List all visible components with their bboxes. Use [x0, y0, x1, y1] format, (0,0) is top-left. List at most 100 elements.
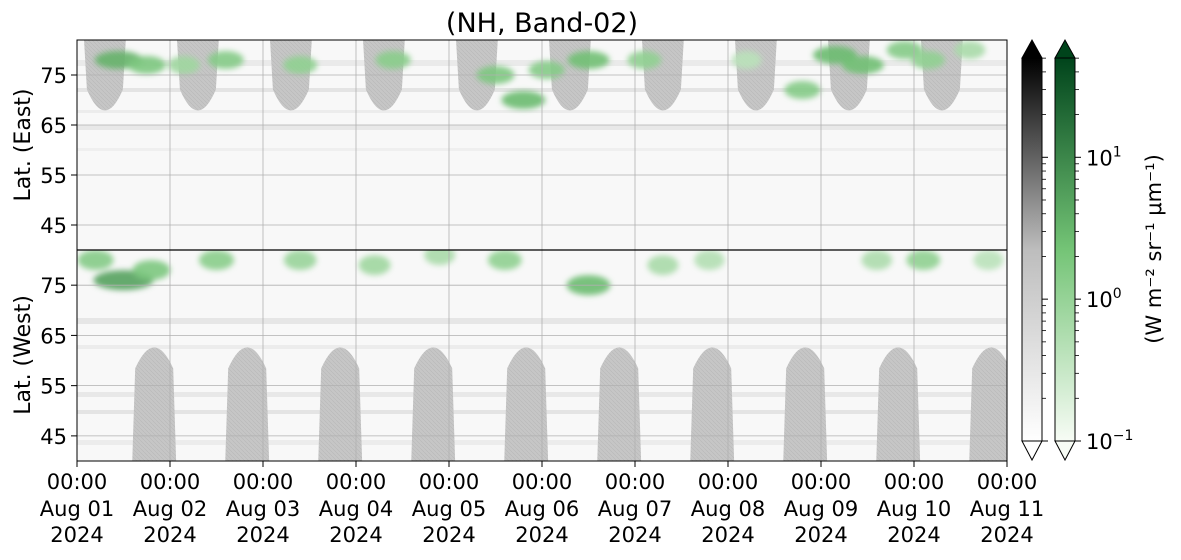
- colorbar-greens-body: [1054, 57, 1076, 442]
- colorbar-label: (W m⁻² sr⁻¹ μm⁻¹): [1142, 154, 1166, 344]
- east-gridlines: [77, 40, 1007, 250]
- aurora-east-patch: [841, 56, 884, 74]
- aurora-east-patch: [167, 56, 200, 74]
- aurora-west-patch: [283, 250, 317, 271]
- east-y-axis-label: Lat. (East): [11, 89, 36, 202]
- aurora-west-patch: [424, 250, 456, 266]
- west-daylight-region: [876, 347, 921, 461]
- x-tick-year: 2024: [422, 523, 475, 547]
- x-tick-time: 00:00: [47, 470, 108, 494]
- x-tick-date: Aug 11: [970, 497, 1044, 521]
- x-tick-time: 00:00: [977, 470, 1038, 494]
- aurora-east-patch: [627, 51, 662, 69]
- east-y-tick-label: 65: [40, 114, 67, 138]
- aurora-east-patch: [207, 51, 244, 69]
- x-tick-date: Aug 10: [877, 497, 951, 521]
- east-aurora-emission: [94, 41, 986, 109]
- x-tick-time: 00:00: [884, 470, 945, 494]
- x-tick-date: Aug 01: [40, 497, 114, 521]
- west-daylight-region: [225, 347, 270, 461]
- east-y-ticks: 45 55 65 75: [40, 64, 77, 238]
- aurora-east-patch: [731, 51, 762, 69]
- x-tick-time: 00:00: [791, 470, 852, 494]
- panel-east: Lat. (East) 45 55 65 75: [11, 39, 1008, 251]
- west-daylight-regions: [132, 347, 1007, 461]
- west-y-tick-label: 75: [40, 274, 67, 298]
- x-tick-year: 2024: [608, 523, 661, 547]
- west-daylight-region: [690, 347, 735, 461]
- aurora-west-patch: [906, 250, 941, 271]
- west-daylight-region: [132, 347, 177, 461]
- x-tick-date: Aug 09: [784, 497, 858, 521]
- colorbar-tick-label: 10−1: [1086, 428, 1133, 454]
- x-tick-time: 00:00: [698, 470, 759, 494]
- x-tick-year: 2024: [236, 523, 289, 547]
- west-daylight-region: [318, 347, 363, 461]
- chart-title: (NH, Band-02): [446, 8, 638, 39]
- x-tick-date: Aug 02: [133, 497, 207, 521]
- west-y-ticks: 75 65 55 45: [40, 274, 77, 449]
- aurora-west-patch: [77, 250, 114, 271]
- aurora-west-patch: [487, 250, 522, 271]
- colorbar-greys-body: [1021, 57, 1043, 442]
- aurora-west-patch: [198, 250, 235, 271]
- west-daylight-region: [411, 347, 456, 461]
- aurora-east-patch: [528, 61, 565, 79]
- aurora-east-patch: [784, 81, 821, 99]
- colorbar-greys-bottom-extend: [1021, 440, 1043, 462]
- east-y-tick-label: 45: [40, 214, 67, 238]
- west-y-tick-label: 65: [40, 324, 67, 348]
- west-y-tick-label: 55: [40, 375, 67, 399]
- west-daylight-region: [597, 347, 642, 461]
- west-daylight-region: [969, 347, 1007, 461]
- aurora-east-patch: [375, 51, 411, 69]
- x-tick-year: 2024: [980, 523, 1033, 547]
- east-y-tick-label: 55: [40, 164, 67, 188]
- x-tick-year: 2024: [329, 523, 382, 547]
- colorbar-greens-bottom-extend: [1054, 440, 1076, 462]
- x-tick-time: 00:00: [605, 470, 666, 494]
- aurora-east-patch: [567, 51, 610, 69]
- x-tick-year: 2024: [143, 523, 196, 547]
- aurora-west-patch: [132, 260, 171, 281]
- colorbar-greys-top-extend: [1021, 38, 1043, 59]
- x-tick-time: 00:00: [233, 470, 294, 494]
- colorbar-ticks: 101 100 10−1: [1042, 57, 1133, 454]
- colorbar-tick-label: 101: [1086, 144, 1122, 170]
- west-daylight-region: [783, 347, 828, 461]
- colorbar-tick-label: 100: [1086, 286, 1122, 312]
- x-tick-time: 00:00: [419, 470, 480, 494]
- west-y-axis-label: Lat. (West): [11, 295, 36, 415]
- x-tick-year: 2024: [50, 523, 103, 547]
- aurora-west-patch: [694, 250, 725, 271]
- x-tick-year: 2024: [515, 523, 568, 547]
- x-tick-date: Aug 05: [412, 497, 486, 521]
- aurora-east-patch: [812, 46, 857, 64]
- colorbar-greens-top-extend: [1054, 38, 1076, 59]
- aurora-east-patch: [910, 51, 945, 69]
- x-tick-date: Aug 08: [691, 497, 765, 521]
- x-tick-time: 00:00: [326, 470, 387, 494]
- aurora-west-patch: [358, 255, 391, 276]
- x-tick-date: Aug 07: [598, 497, 672, 521]
- x-tick-date: Aug 03: [226, 497, 300, 521]
- x-tick-year: 2024: [794, 523, 847, 547]
- aurora-east-patch: [283, 56, 318, 74]
- colorbar-greens: [1054, 38, 1076, 462]
- x-tick-time: 00:00: [140, 470, 201, 494]
- west-daylight-region: [504, 347, 549, 461]
- east-y-tick-label: 75: [40, 64, 67, 88]
- west-y-tick-label: 45: [40, 425, 67, 449]
- panel-west: Lat. (West) 75 65 55 45: [11, 249, 1008, 462]
- aurora-west-patch: [647, 255, 679, 276]
- x-tick-year: 2024: [701, 523, 754, 547]
- x-tick-date: Aug 06: [505, 497, 579, 521]
- aurora-east-patch: [127, 56, 166, 74]
- aurora-west-patch: [973, 250, 1004, 271]
- x-tick-year: 2024: [887, 523, 940, 547]
- x-tick-time: 00:00: [512, 470, 573, 494]
- aurora-west-patch: [861, 250, 893, 271]
